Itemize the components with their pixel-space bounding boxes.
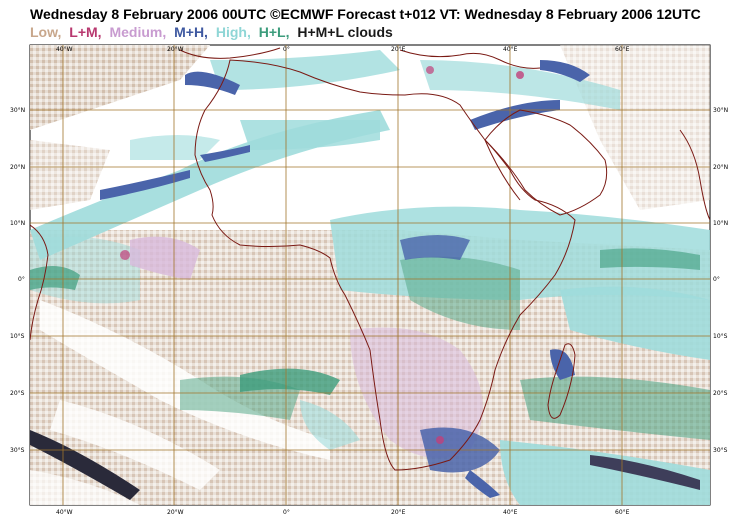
lon-label-20e: 20°E (391, 46, 406, 53)
lat-label-20n-right: 20°N (713, 164, 728, 171)
lat-label-30s-right: 30°S (713, 447, 728, 454)
lat-label-30n: 30°N (10, 107, 25, 114)
lat-label-10s-right: 10°S (713, 333, 728, 340)
lon-label-20e-bottom: 20°E (391, 509, 406, 516)
lon-label-60e-bottom: 60°E (615, 509, 630, 516)
graticule (30, 45, 710, 505)
legend-low: Low, (30, 24, 62, 40)
lon-label-0-bottom: 0° (283, 509, 290, 516)
lon-label-40e: 40°E (503, 46, 518, 53)
legend-lm: L+M, (69, 24, 102, 40)
lat-label-10n-right: 10°N (713, 220, 728, 227)
cloud-legend: Low, L+M, Medium, M+H, High, H+L, H+M+L … (30, 24, 397, 40)
lat-label-30s: 30°S (10, 447, 25, 454)
map-title: Wednesday 8 February 2006 00UTC ©ECMWF F… (30, 6, 701, 22)
lat-label-20n: 20°N (10, 164, 25, 171)
latitude-labels: 30°N 20°N 10°N 0° 10°S 20°S 30°S 30°N 20… (10, 107, 728, 454)
lon-label-20w: 20°W (167, 46, 184, 53)
lon-label-40w: 40°W (56, 46, 73, 53)
legend-medium: Medium, (109, 24, 167, 40)
legend-hml: H+M+L clouds (297, 24, 393, 40)
lon-label-40w-bottom: 40°W (56, 509, 73, 516)
coastlines (30, 47, 710, 471)
lat-label-10n: 10°N (10, 220, 25, 227)
lat-label-20s-right: 20°S (713, 390, 728, 397)
lon-label-60e: 60°E (615, 46, 630, 53)
lon-label-0: 0° (283, 46, 290, 53)
lat-label-10s: 10°S (10, 333, 25, 340)
longitude-labels: 40°W 20°W 0° 20°E 40°E 60°E 40°W 20°W 0°… (56, 46, 630, 516)
lon-label-20w-bottom: 20°W (167, 509, 184, 516)
legend-mh: M+H, (174, 24, 208, 40)
lat-label-30n-right: 30°N (713, 107, 728, 114)
lat-label-0-right: 0° (713, 276, 720, 283)
legend-hl: H+L, (258, 24, 290, 40)
lat-label-0: 0° (18, 276, 25, 283)
lat-label-20s: 20°S (10, 390, 25, 397)
legend-high: High, (215, 24, 251, 40)
cloud-fields (30, 45, 710, 505)
lon-label-40e-bottom: 40°E (503, 509, 518, 516)
